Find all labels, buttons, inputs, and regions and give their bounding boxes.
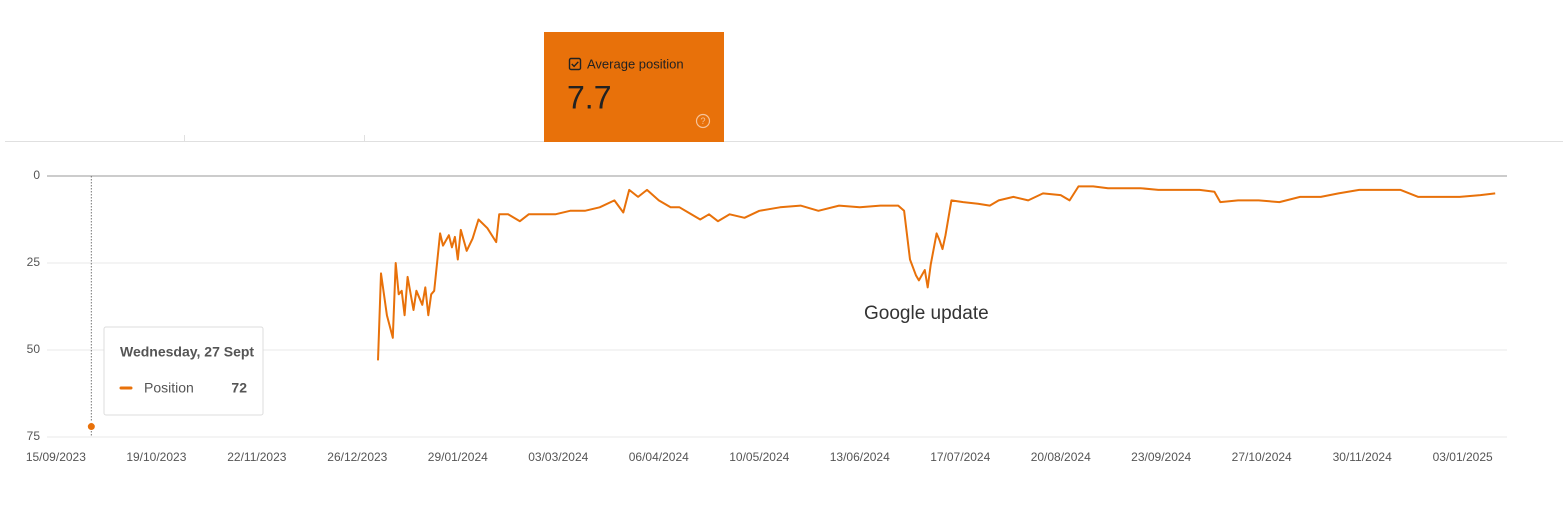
tooltip-box: [103, 326, 264, 416]
check-mark: [571, 61, 579, 68]
x-tick-label: 23/09/2024: [1131, 450, 1191, 464]
x-tick-label: 17/07/2024: [930, 450, 990, 464]
x-tick-label: 03/03/2024: [528, 450, 588, 464]
help-icon[interactable]: [695, 113, 711, 129]
card-value: 7.7: [567, 79, 611, 115]
x-tick-label: 03/01/2025: [1433, 450, 1493, 464]
annotation: Google update: [864, 303, 989, 324]
legend-label: Position: [144, 380, 194, 396]
metric-card[interactable]: Average position 7.7 ?: [544, 32, 724, 142]
x-tick-label: 26/12/2023: [327, 450, 387, 464]
x-tick-label: 19/10/2023: [126, 450, 186, 464]
x-tick-label: 10/05/2024: [729, 450, 789, 464]
point: [86, 422, 96, 432]
x-tick-label: 22/11/2023: [227, 450, 286, 464]
y-tick-label: 75: [27, 429, 41, 443]
x-tick-label: 29/01/2024: [428, 450, 488, 464]
card-label: Average position: [587, 56, 684, 71]
series-line: [377, 185, 1496, 361]
tooltip-value: 72: [231, 380, 247, 396]
chart: 0 25 50 75 15/09/2023 19/10/2023 22/11/2023 26/…: [26, 168, 1507, 464]
checkbox[interactable]: [568, 57, 582, 71]
y-tick-label: 0: [33, 168, 40, 182]
x-tick-label: 06/04/2024: [629, 450, 689, 464]
y-tick-label: 50: [27, 342, 41, 356]
tooltip-date: Wednesday, 27 Sept: [120, 344, 254, 360]
y-tick-label: 25: [27, 255, 41, 269]
tooltip: Wednesday, 27 Sept Position 72: [103, 326, 264, 416]
x-tick-label: 20/08/2024: [1031, 450, 1091, 464]
x-tick-label: 27/10/2024: [1232, 450, 1292, 464]
card-bg: [544, 32, 724, 142]
help-icon-mark: ?: [700, 116, 705, 126]
x-tick-label: 15/09/2023: [26, 450, 86, 464]
x-tick-label: 30/11/2024: [1333, 450, 1392, 464]
x-tick-label: 13/06/2024: [830, 450, 890, 464]
